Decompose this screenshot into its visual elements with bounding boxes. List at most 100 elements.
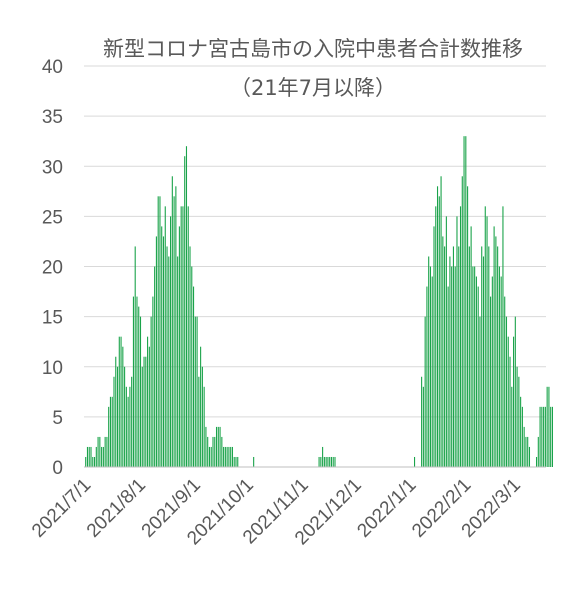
bar xyxy=(92,456,94,467)
x-tick-label: 2021/7/1 xyxy=(28,475,95,542)
bar xyxy=(108,406,110,467)
bar xyxy=(320,456,322,467)
bar xyxy=(217,426,219,467)
bar xyxy=(426,286,428,467)
y-tick-label: 10 xyxy=(42,358,63,379)
bar xyxy=(235,456,237,467)
bar xyxy=(504,296,506,467)
bar xyxy=(502,206,504,467)
bar xyxy=(544,406,546,467)
bar xyxy=(537,436,539,467)
bar xyxy=(182,206,184,467)
bar xyxy=(527,436,529,467)
bar xyxy=(514,316,516,468)
bar xyxy=(95,446,97,467)
bar xyxy=(111,396,113,467)
y-tick-label: 15 xyxy=(42,308,63,329)
bar xyxy=(428,256,430,467)
bar xyxy=(187,206,189,467)
bar xyxy=(104,436,106,467)
bar xyxy=(459,206,462,467)
bar xyxy=(528,446,531,467)
bar xyxy=(207,436,209,467)
bar xyxy=(162,236,165,467)
bar xyxy=(518,376,520,467)
bar xyxy=(189,246,191,467)
bar xyxy=(436,186,439,468)
bar xyxy=(228,446,230,467)
bar xyxy=(134,246,136,467)
bar xyxy=(155,236,157,467)
bar xyxy=(438,196,440,467)
bar xyxy=(500,276,502,467)
bar xyxy=(129,386,131,467)
bar xyxy=(136,296,138,467)
y-tick-label: 5 xyxy=(52,408,63,429)
bar xyxy=(507,336,509,467)
bar xyxy=(143,356,145,467)
bar xyxy=(171,176,173,467)
bar xyxy=(440,176,442,467)
bar xyxy=(414,456,416,467)
bar xyxy=(322,446,324,467)
y-tick-label: 30 xyxy=(42,157,63,178)
bar xyxy=(422,386,424,467)
bar xyxy=(148,346,150,467)
bar xyxy=(458,246,460,467)
bar xyxy=(88,446,90,467)
bar xyxy=(223,446,225,467)
bar xyxy=(116,366,119,467)
bar xyxy=(535,456,538,467)
bar xyxy=(191,266,193,467)
bar xyxy=(125,386,127,467)
bar xyxy=(145,356,147,467)
bar xyxy=(97,436,99,467)
bar xyxy=(323,456,325,467)
bar xyxy=(325,456,327,467)
bars xyxy=(85,136,553,468)
x-tick-label: 2022/1/1 xyxy=(353,475,420,542)
bar xyxy=(115,356,117,467)
bar xyxy=(193,286,195,467)
bar xyxy=(509,356,511,467)
bar xyxy=(493,226,495,467)
bar xyxy=(113,376,115,467)
y-tick-label: 0 xyxy=(52,458,63,479)
bar xyxy=(332,456,334,467)
bar xyxy=(194,316,196,468)
bar xyxy=(175,186,177,468)
bar xyxy=(147,336,149,467)
bar xyxy=(215,426,218,467)
bar xyxy=(226,446,228,467)
bar xyxy=(184,156,186,467)
bar xyxy=(334,456,336,467)
bar xyxy=(237,456,239,467)
bar xyxy=(513,336,515,467)
bar xyxy=(253,456,255,467)
bar xyxy=(465,136,467,467)
bar xyxy=(467,186,469,468)
bar xyxy=(109,396,111,467)
bar xyxy=(470,226,472,467)
bar xyxy=(154,266,156,467)
bar xyxy=(118,336,120,467)
bar xyxy=(93,456,96,467)
bar xyxy=(516,366,518,467)
bar xyxy=(482,256,485,467)
chart-subtitle: （21年7月以降） xyxy=(230,76,396,100)
bar xyxy=(454,266,456,467)
chart-title: 新型コロナ宮古島市の入院中患者合計数推移 xyxy=(103,37,523,61)
x-tick-labels: 2021/7/12021/8/12021/9/12021/10/12021/11… xyxy=(28,475,525,550)
bar xyxy=(150,316,152,468)
bar xyxy=(521,406,523,467)
bar xyxy=(490,296,492,467)
bar xyxy=(86,446,89,467)
bar xyxy=(445,216,447,468)
bar xyxy=(468,246,470,467)
bar xyxy=(551,406,553,467)
bar xyxy=(221,436,223,467)
bar xyxy=(124,366,126,467)
bar xyxy=(157,196,159,467)
bar xyxy=(138,306,140,467)
